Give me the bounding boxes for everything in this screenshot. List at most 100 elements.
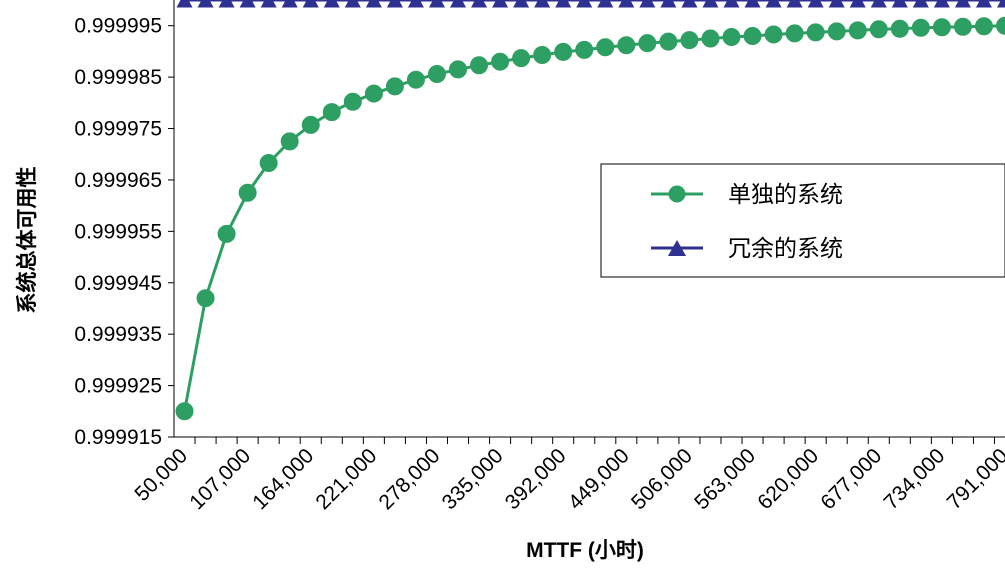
data-point xyxy=(513,0,530,8)
data-point xyxy=(723,0,740,8)
data-point xyxy=(533,46,552,65)
legend: 单独的系统 冗余的系统 xyxy=(600,163,1005,278)
y-tick-label: 0.999925 xyxy=(74,375,162,398)
data-point xyxy=(322,103,341,122)
data-point xyxy=(260,0,277,8)
data-point xyxy=(659,32,678,51)
data-point xyxy=(701,29,720,48)
data-point xyxy=(744,0,761,8)
data-point xyxy=(660,0,677,8)
data-point xyxy=(953,17,972,36)
y-tick-label: 0.999975 xyxy=(74,118,162,141)
data-point xyxy=(933,0,950,8)
data-point xyxy=(996,16,1005,35)
data-point xyxy=(386,0,403,8)
y-tick-label: 0.999945 xyxy=(74,272,162,295)
data-point xyxy=(534,0,551,8)
data-point xyxy=(764,25,783,44)
data-point xyxy=(280,132,299,151)
series-redundant-system xyxy=(176,0,1005,8)
data-point xyxy=(450,0,467,8)
data-point xyxy=(176,0,193,8)
data-point xyxy=(301,115,320,134)
data-point xyxy=(302,0,319,8)
data-point xyxy=(491,52,510,71)
data-point xyxy=(807,0,824,8)
x-tick-label: 734,000 xyxy=(879,444,949,514)
data-point xyxy=(492,0,509,8)
x-tick-label: 791,000 xyxy=(943,444,1005,514)
data-point xyxy=(869,20,888,39)
data-point xyxy=(175,402,194,421)
data-point xyxy=(197,0,214,8)
data-point xyxy=(870,0,887,8)
data-point xyxy=(974,17,993,36)
data-point xyxy=(471,0,488,8)
y-tick-label: 0.999955 xyxy=(74,220,162,243)
data-point xyxy=(639,0,656,8)
data-point xyxy=(427,65,446,84)
legend-marker-circle xyxy=(668,185,686,203)
data-point xyxy=(681,0,698,8)
data-point xyxy=(848,21,867,40)
data-point xyxy=(218,0,235,8)
data-point xyxy=(406,70,425,89)
data-point xyxy=(743,26,762,45)
data-point xyxy=(786,0,803,8)
x-tick-label: 677,000 xyxy=(816,444,886,514)
x-tick-label: 335,000 xyxy=(438,444,508,514)
y-tick-label: 0.999935 xyxy=(74,323,162,346)
data-point xyxy=(554,42,573,61)
data-point xyxy=(722,28,741,47)
data-point xyxy=(259,153,278,172)
data-point xyxy=(365,0,382,8)
data-point xyxy=(638,34,657,53)
data-point xyxy=(617,36,636,55)
data-point xyxy=(428,0,445,8)
y-tick-label: 0.999915 xyxy=(74,426,162,449)
data-point xyxy=(806,23,825,42)
data-point xyxy=(576,0,593,8)
x-tick-label: 107,000 xyxy=(185,444,255,514)
data-point xyxy=(364,84,383,103)
data-point xyxy=(827,22,846,41)
series-line xyxy=(183,24,1005,412)
x-tick-label: 164,000 xyxy=(248,444,318,514)
data-point xyxy=(828,0,845,8)
x-tick-label: 392,000 xyxy=(501,444,571,514)
data-point xyxy=(912,0,929,8)
data-point xyxy=(849,0,866,8)
y-tick-label: 0.999965 xyxy=(74,169,162,192)
x-tick-label: 221,000 xyxy=(311,444,381,514)
data-point xyxy=(680,31,699,50)
x-tick-label: 506,000 xyxy=(627,444,697,514)
data-point xyxy=(618,0,635,8)
data-point xyxy=(911,18,930,37)
data-point xyxy=(997,0,1005,8)
data-point xyxy=(575,40,594,59)
legend-marker-triangle xyxy=(668,240,686,256)
data-point xyxy=(470,56,489,75)
data-point xyxy=(196,289,215,308)
series-single-system xyxy=(175,16,1005,421)
data-point xyxy=(785,24,804,43)
data-point xyxy=(344,0,361,8)
data-point xyxy=(954,0,971,8)
y-axis-title: 系统总体可用性 xyxy=(15,167,39,314)
x-tick-label: 620,000 xyxy=(753,444,823,514)
series-layer xyxy=(175,0,1005,421)
data-point xyxy=(238,183,257,202)
legend-label-single: 单独的系统 xyxy=(728,182,843,208)
data-point xyxy=(891,0,908,8)
data-point xyxy=(890,19,909,38)
x-tick-label: 278,000 xyxy=(375,444,445,514)
y-tick-label: 0.999995 xyxy=(74,15,162,38)
data-point xyxy=(343,92,362,111)
x-tick-label: 50,000 xyxy=(130,444,192,506)
data-point xyxy=(217,224,236,243)
x-axis-title: MTTF (小时) xyxy=(526,539,644,562)
data-point xyxy=(323,0,340,8)
data-point xyxy=(281,0,298,8)
data-point xyxy=(512,49,531,68)
